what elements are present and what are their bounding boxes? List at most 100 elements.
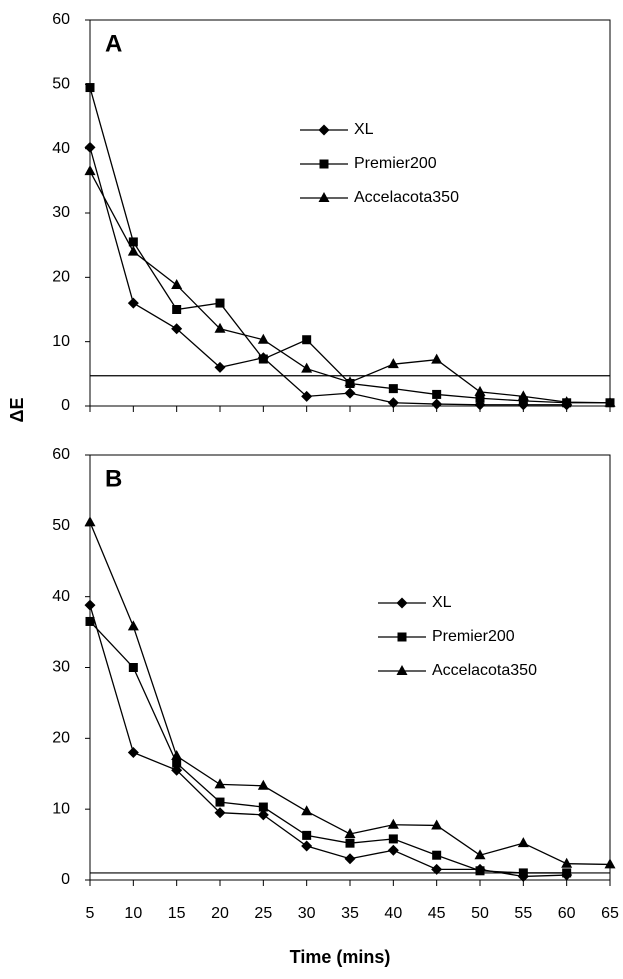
- marker-square: [562, 868, 572, 878]
- y-tick-label: 40: [52, 140, 70, 157]
- marker-diamond: [84, 141, 96, 153]
- marker-diamond: [127, 297, 139, 309]
- series-line: [89, 522, 611, 866]
- y-tick-label: 20: [52, 269, 70, 286]
- marker-square: [518, 396, 528, 406]
- marker-triangle: [171, 750, 183, 761]
- marker-diamond: [387, 844, 399, 856]
- marker-square: [518, 868, 528, 878]
- marker-diamond: [387, 397, 399, 409]
- marker-triangle: [431, 353, 443, 364]
- x-tick-label: 20: [211, 905, 229, 922]
- y-tick-label: 60: [52, 11, 70, 28]
- marker-square: [397, 632, 407, 642]
- marker-diamond: [214, 807, 226, 819]
- marker-triangle: [84, 165, 96, 176]
- marker-triangle: [344, 827, 356, 838]
- x-tick-label: 25: [254, 905, 272, 922]
- marker-diamond: [171, 323, 183, 335]
- marker-square: [475, 866, 485, 876]
- marker-square: [128, 237, 138, 247]
- marker-square: [345, 838, 355, 848]
- marker-square: [475, 393, 485, 403]
- marker-triangle: [171, 279, 183, 290]
- marker-triangle: [301, 805, 313, 816]
- marker-square: [85, 616, 95, 626]
- x-tick-label: 45: [428, 905, 446, 922]
- marker-square: [85, 83, 95, 93]
- x-tick-label: 30: [298, 905, 316, 922]
- marker-square: [258, 802, 268, 812]
- y-tick-label: 30: [52, 659, 70, 676]
- marker-triangle: [604, 858, 616, 869]
- legend-label: Accelacota350: [432, 662, 537, 679]
- x-tick-label: 50: [471, 905, 489, 922]
- marker-triangle: [517, 837, 529, 848]
- x-tick-label: 5: [86, 905, 95, 922]
- series-line: [89, 604, 567, 878]
- marker-square: [302, 830, 312, 840]
- marker-diamond: [257, 809, 269, 821]
- x-tick-label: 40: [384, 905, 402, 922]
- marker-square: [128, 663, 138, 672]
- marker-square: [258, 354, 268, 364]
- marker-triangle: [301, 362, 313, 373]
- marker-square: [388, 384, 398, 394]
- plot-frame: [89, 19, 611, 407]
- marker-triangle: [431, 819, 443, 830]
- x-tick-label: 15: [168, 905, 186, 922]
- x-tick-label: 60: [558, 905, 576, 922]
- series-line: [89, 621, 567, 874]
- x-tick-label: 10: [124, 905, 142, 922]
- marker-triangle: [561, 857, 573, 868]
- legend-label: Accelacota350: [354, 189, 459, 206]
- marker-triangle: [517, 390, 529, 401]
- marker-triangle: [127, 620, 139, 631]
- y-tick-label: 40: [52, 588, 70, 605]
- marker-diamond: [431, 398, 443, 410]
- marker-triangle: [387, 818, 399, 829]
- legend-label: Premier200: [354, 155, 437, 172]
- marker-diamond: [301, 390, 313, 402]
- x-tick-label: 55: [514, 905, 532, 922]
- marker-diamond: [344, 853, 356, 865]
- y-tick-label: 50: [52, 517, 70, 534]
- y-axis-label: ΔE: [7, 398, 27, 423]
- marker-square: [432, 389, 442, 399]
- marker-triangle: [214, 322, 226, 333]
- marker-square: [302, 335, 312, 345]
- marker-diamond: [396, 597, 408, 609]
- series-line: [89, 170, 611, 404]
- y-tick-label: 30: [52, 204, 70, 221]
- marker-triangle: [127, 245, 139, 256]
- legend-label: XL: [432, 594, 452, 611]
- series-line: [89, 87, 610, 404]
- marker-triangle: [257, 333, 269, 344]
- marker-diamond: [127, 747, 139, 758]
- legend-label: XL: [354, 121, 374, 138]
- x-tick-label: 65: [601, 905, 619, 922]
- marker-square: [432, 850, 442, 860]
- marker-diamond: [214, 361, 226, 373]
- marker-triangle: [474, 385, 486, 396]
- marker-square: [172, 305, 182, 314]
- x-axis-label: Time (mins): [290, 947, 391, 967]
- marker-square: [215, 797, 225, 807]
- marker-diamond: [344, 387, 356, 399]
- marker-diamond: [318, 124, 330, 136]
- marker-triangle: [604, 396, 616, 407]
- marker-triangle: [387, 358, 399, 369]
- marker-triangle: [214, 778, 226, 789]
- panel-label: A: [105, 30, 122, 57]
- marker-triangle: [344, 376, 356, 387]
- marker-diamond: [84, 599, 96, 611]
- y-tick-label: 50: [52, 76, 70, 93]
- y-tick-label: 0: [61, 871, 70, 888]
- marker-diamond: [431, 863, 443, 875]
- y-tick-label: 20: [52, 730, 70, 747]
- marker-square: [319, 159, 329, 169]
- panel-label: B: [105, 465, 122, 492]
- x-tick-label: 35: [341, 905, 359, 922]
- marker-triangle: [257, 779, 269, 790]
